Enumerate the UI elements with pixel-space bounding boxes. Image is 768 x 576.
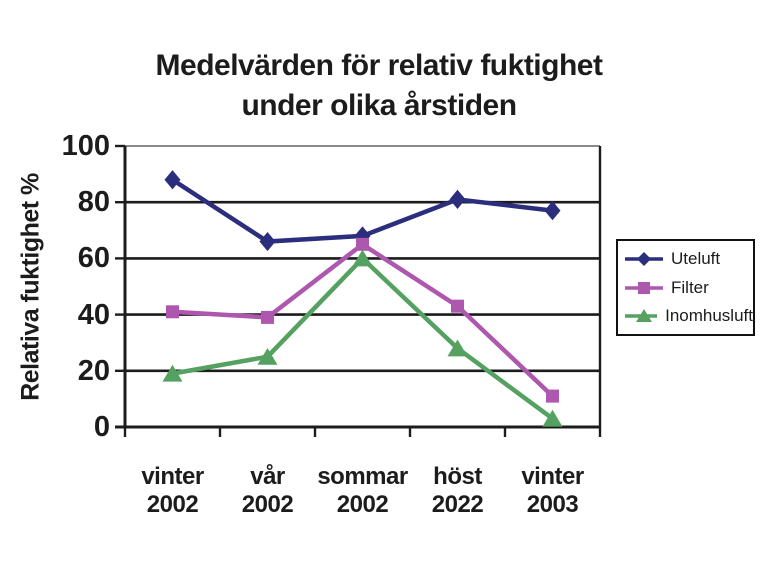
- x-axis-label-line: sommar: [317, 463, 408, 490]
- x-axis-label-5: vinter 2003: [488, 463, 618, 519]
- series-line-uteluft-marker: [164, 170, 181, 190]
- x-axis-label-line: vinter: [141, 463, 204, 490]
- series-line-uteluft-marker: [259, 231, 276, 252]
- legend-marker-square-icon: [625, 281, 663, 294]
- series-line-inomhusluft-marker: [542, 409, 563, 427]
- chart-title-line-1: Medelvärden för relativ fuktighet: [155, 49, 603, 82]
- legend-item-uteluft: Uteluft: [625, 249, 753, 269]
- series-line-uteluft-marker: [544, 201, 561, 221]
- series-line-uteluft-marker: [449, 189, 466, 209]
- x-axis-label-4: höst 2022: [393, 463, 523, 519]
- x-axis-label-3: sommar 2002: [298, 463, 428, 519]
- x-axis-label-line: vår: [250, 463, 285, 490]
- legend-marker-diamond-icon: [625, 252, 663, 267]
- y-tick-label-20: 20: [77, 354, 110, 387]
- legend-label-filter: Filter: [671, 277, 709, 297]
- series-line-filter-marker: [451, 299, 464, 313]
- y-tick-label-100: 100: [61, 130, 110, 162]
- series-line-inomhusluft-marker: [162, 364, 183, 382]
- legend-marker-triangle-icon: [625, 308, 658, 322]
- series-line-filter: [172, 241, 555, 398]
- legend: Uteluft Filter Inomhusluft: [616, 239, 755, 336]
- x-axis-label-line: 2002: [146, 491, 199, 518]
- x-axis-label-line: 2022: [431, 491, 484, 518]
- series-line-filter-marker: [356, 237, 369, 251]
- y-tick-label-60: 60: [77, 242, 110, 275]
- y-tick-label-0: 0: [93, 411, 110, 443]
- y-tick-label-80: 80: [77, 186, 110, 219]
- x-axis-label-line: höst: [433, 463, 482, 490]
- series-line-filter-marker: [261, 310, 274, 324]
- x-axis-label-1: vinter 2002: [108, 463, 238, 519]
- legend-item-inomhusluft: Inomhusluft: [625, 306, 753, 326]
- x-axis-label-2: vår 2002: [203, 463, 333, 519]
- series-line-inomhusluft-marker: [447, 339, 468, 357]
- chart-title: Medelvärden för relativ fuktighet under …: [0, 46, 758, 126]
- legend-label-inomhusluft: Inomhusluft: [665, 305, 753, 325]
- y-tick-label-40: 40: [77, 298, 110, 331]
- series-line-inomhusluft: [172, 255, 554, 421]
- x-axis-label-line: vinter: [521, 463, 584, 490]
- legend-label-uteluft: Uteluft: [671, 249, 721, 269]
- x-axis-label-line: 2002: [336, 491, 389, 518]
- series-line-inomhusluft-marker: [257, 347, 278, 365]
- x-axis-label-line: 2002: [241, 491, 294, 518]
- chart-title-line-2: under olika årstiden: [241, 89, 517, 122]
- x-axis-label-line: 2003: [526, 491, 579, 518]
- series-line-filter-marker: [546, 389, 559, 403]
- legend-item-filter: Filter: [625, 278, 753, 298]
- series-line-inomhusluft-marker: [352, 249, 373, 267]
- series-line-filter-marker: [166, 305, 179, 319]
